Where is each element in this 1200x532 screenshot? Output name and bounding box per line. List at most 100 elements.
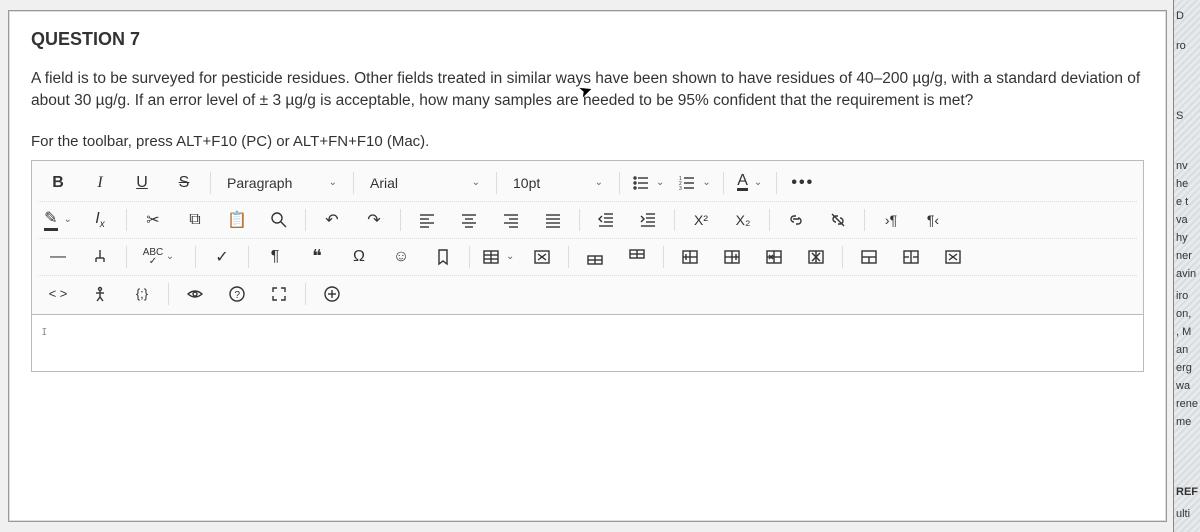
- emoticon-button[interactable]: ☺: [383, 243, 419, 271]
- bookmark-button[interactable]: [425, 243, 461, 271]
- bullet-list-button[interactable]: ⌄: [628, 169, 668, 197]
- fullscreen-button[interactable]: [261, 280, 297, 308]
- highlight-button[interactable]: ✎ ⌄: [40, 206, 76, 234]
- help-button[interactable]: ?: [219, 280, 255, 308]
- delete-table-button[interactable]: [524, 243, 560, 271]
- font-family-label: Arial: [370, 175, 398, 191]
- redo-button[interactable]: ↷: [356, 206, 392, 234]
- table-properties-button[interactable]: [935, 243, 971, 271]
- separator: [619, 172, 620, 194]
- align-left-button[interactable]: [409, 206, 445, 234]
- undo-button[interactable]: ↶: [314, 206, 350, 234]
- row-before-icon: [586, 248, 604, 266]
- insert-col-after-button[interactable]: [714, 243, 750, 271]
- show-blocks-button[interactable]: ¶: [257, 243, 293, 271]
- checkmark-icon: ✓: [149, 257, 157, 266]
- more-tools-button[interactable]: •••: [785, 169, 821, 197]
- fragment: REF: [1176, 486, 1198, 498]
- font-family-select[interactable]: Arial ⌄: [362, 169, 488, 197]
- numbered-list-button[interactable]: 123 ⌄: [674, 169, 714, 197]
- find-replace-button[interactable]: [261, 206, 297, 234]
- codeblock-button[interactable]: {;}: [124, 280, 160, 308]
- ltr-button[interactable]: ›¶: [873, 206, 909, 234]
- italic-button[interactable]: I: [82, 169, 118, 197]
- accessibility-icon: [91, 285, 109, 303]
- toolbar-row-2: ✎ ⌄ Ix ✂ ⧉ 📋 ↶ ↷: [38, 201, 1137, 238]
- align-justify-button[interactable]: [535, 206, 571, 234]
- add-content-button[interactable]: [314, 280, 350, 308]
- html-view-button[interactable]: < >: [40, 280, 76, 308]
- insert-row-after-button[interactable]: [619, 243, 655, 271]
- highlight-icon: ✎: [44, 208, 57, 231]
- answer-editor[interactable]: ɪ: [31, 315, 1144, 372]
- anchor-button[interactable]: [82, 243, 118, 271]
- remove-link-button[interactable]: [820, 206, 856, 234]
- fragment: an: [1176, 344, 1188, 356]
- fragment: ner: [1176, 250, 1192, 262]
- align-left-icon: [418, 211, 436, 229]
- del-col-icon: [807, 248, 825, 266]
- toolbar-row-4: < > {;} ?: [38, 275, 1137, 312]
- rich-text-toolbar: B I U S Paragraph ⌄ Arial ⌄ 10pt ⌄ ⌄: [31, 160, 1144, 315]
- fragment: S: [1176, 110, 1183, 122]
- delete-row-button[interactable]: [756, 243, 792, 271]
- separator: [305, 283, 306, 305]
- table-props-icon: [944, 248, 962, 266]
- horizontal-rule-button[interactable]: —: [40, 243, 76, 271]
- separator: [210, 172, 211, 194]
- rtl-button[interactable]: ¶‹: [915, 206, 951, 234]
- separator: [663, 246, 664, 268]
- align-center-icon: [460, 211, 478, 229]
- split-cells-button[interactable]: [893, 243, 929, 271]
- indent-icon: [639, 211, 657, 229]
- outdent-button[interactable]: [588, 206, 624, 234]
- separator: [248, 246, 249, 268]
- toolbar-row-1: B I U S Paragraph ⌄ Arial ⌄ 10pt ⌄ ⌄: [38, 165, 1137, 201]
- outdent-icon: [597, 211, 615, 229]
- insert-table-button[interactable]: ⌄: [478, 243, 518, 271]
- clear-formatting-button[interactable]: Ix: [82, 206, 118, 234]
- accessibility-button[interactable]: [82, 280, 118, 308]
- merge-cells-button[interactable]: [851, 243, 887, 271]
- separator: [769, 209, 770, 231]
- bold-button[interactable]: B: [40, 169, 76, 197]
- subscript-button[interactable]: X₂: [725, 206, 761, 234]
- text-color-button[interactable]: A ⌄: [732, 169, 768, 197]
- special-char-button[interactable]: Ω: [341, 243, 377, 271]
- plus-circle-icon: [323, 285, 341, 303]
- separator: [579, 209, 580, 231]
- insert-col-before-button[interactable]: [672, 243, 708, 271]
- chevron-down-icon: ⌄: [595, 177, 603, 188]
- insert-row-before-button[interactable]: [577, 243, 613, 271]
- fragment: ulti: [1176, 508, 1190, 520]
- align-right-button[interactable]: [493, 206, 529, 234]
- fragment: hy: [1176, 232, 1188, 244]
- block-format-label: Paragraph: [227, 175, 292, 191]
- blockquote-button[interactable]: ❝: [299, 243, 335, 271]
- underline-button[interactable]: U: [124, 169, 160, 197]
- toolbar-row-3: — ABC✓ ⌄ ✓ ¶ ❝ Ω ☺ ⌄: [38, 238, 1137, 275]
- chevron-down-icon: ⌄: [754, 177, 762, 188]
- font-size-select[interactable]: 10pt ⌄: [505, 169, 611, 197]
- align-center-button[interactable]: [451, 206, 487, 234]
- block-format-select[interactable]: Paragraph ⌄: [219, 169, 345, 197]
- preview-button[interactable]: [177, 280, 213, 308]
- checkmark-button[interactable]: ✓: [204, 243, 240, 271]
- text-color-label: A: [737, 174, 748, 191]
- cut-button[interactable]: ✂: [135, 206, 171, 234]
- bookmark-icon: [434, 248, 452, 266]
- paste-button[interactable]: 📋: [219, 206, 255, 234]
- insert-link-button[interactable]: [778, 206, 814, 234]
- col-before-icon: [681, 248, 699, 266]
- strikethrough-button[interactable]: S: [166, 169, 202, 197]
- delete-col-button[interactable]: [798, 243, 834, 271]
- chevron-down-icon: ⌄: [656, 177, 664, 188]
- indent-button[interactable]: [630, 206, 666, 234]
- row-after-icon: [628, 248, 646, 266]
- copy-button[interactable]: ⧉: [177, 206, 213, 234]
- spellcheck-button[interactable]: ABC✓ ⌄: [135, 243, 171, 271]
- superscript-button[interactable]: X²: [683, 206, 719, 234]
- question-panel: QUESTION 7 A field is to be surveyed for…: [8, 10, 1167, 522]
- separator: [195, 246, 196, 268]
- del-row-icon: [765, 248, 783, 266]
